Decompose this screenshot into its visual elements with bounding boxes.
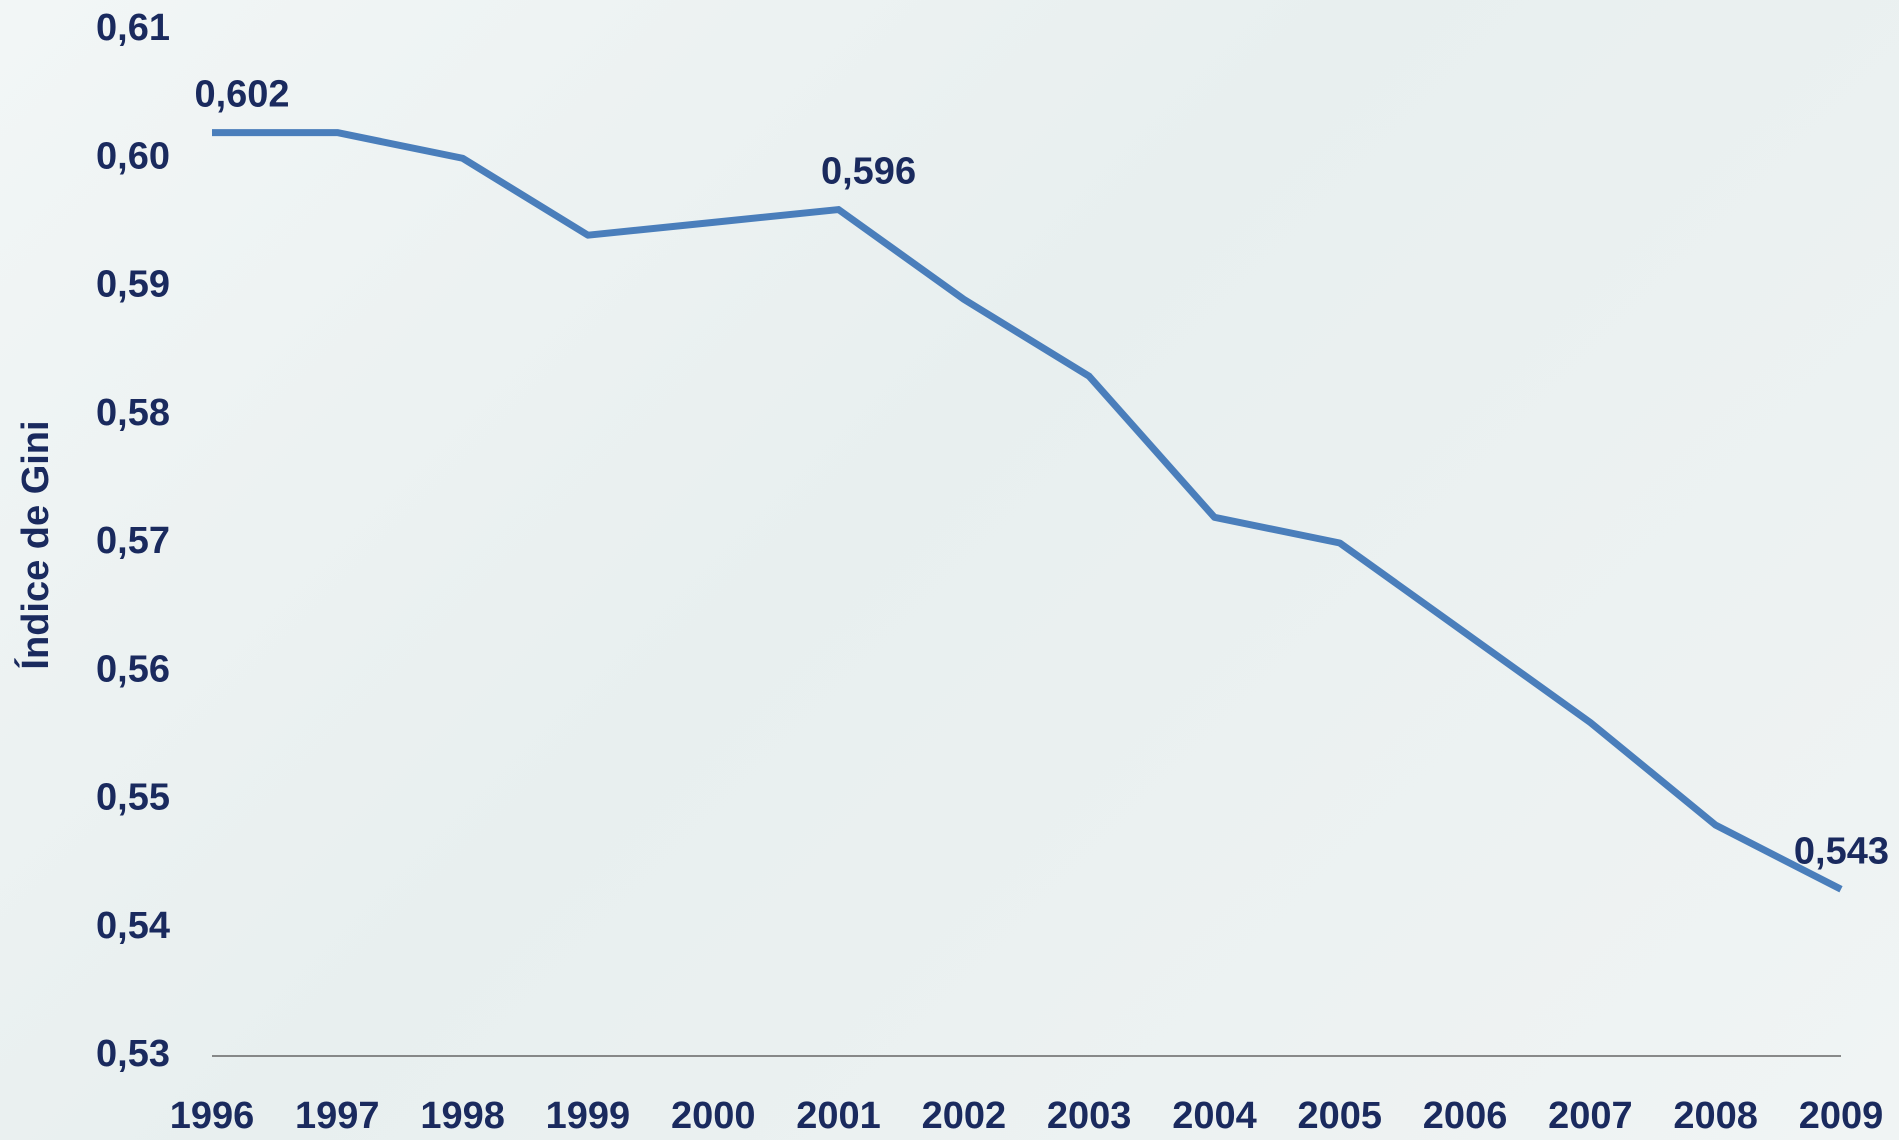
y-tick-label: 0,60 bbox=[96, 135, 170, 177]
y-tick-label: 0,58 bbox=[96, 392, 170, 434]
data-label: 0,596 bbox=[821, 151, 916, 193]
x-tick-label: 1997 bbox=[295, 1095, 380, 1137]
y-tick-label: 0,61 bbox=[96, 7, 170, 49]
x-tick-label: 2008 bbox=[1673, 1095, 1758, 1137]
x-tick-label: 1998 bbox=[420, 1095, 505, 1137]
y-tick-label: 0,57 bbox=[96, 520, 170, 562]
x-tick-label: 2002 bbox=[922, 1095, 1007, 1137]
x-tick-label: 2007 bbox=[1548, 1095, 1633, 1137]
y-tick-label: 0,53 bbox=[96, 1033, 170, 1075]
y-tick-label: 0,54 bbox=[96, 905, 170, 947]
x-tick-label: 2005 bbox=[1297, 1095, 1382, 1137]
data-label: 0,602 bbox=[194, 74, 289, 116]
line bbox=[212, 129, 1843, 893]
x-tick-label: 2009 bbox=[1799, 1095, 1884, 1137]
y-tick-label: 0,56 bbox=[96, 648, 170, 690]
y-tick-label: 0,59 bbox=[96, 264, 170, 306]
x-tick-label: 1996 bbox=[170, 1095, 255, 1137]
x-tick-label: 2004 bbox=[1172, 1095, 1257, 1137]
data-label: 0,543 bbox=[1794, 830, 1889, 872]
x-tick-label: 2003 bbox=[1047, 1095, 1132, 1137]
y-axis-label: Índice de Gini bbox=[13, 420, 57, 669]
x-tick-label: 2000 bbox=[671, 1095, 756, 1137]
x-tick-label: 1999 bbox=[546, 1095, 631, 1137]
x-tick-label: 2006 bbox=[1423, 1095, 1508, 1137]
y-tick-label: 0,55 bbox=[96, 777, 170, 819]
x-tick-label: 2001 bbox=[796, 1095, 881, 1137]
